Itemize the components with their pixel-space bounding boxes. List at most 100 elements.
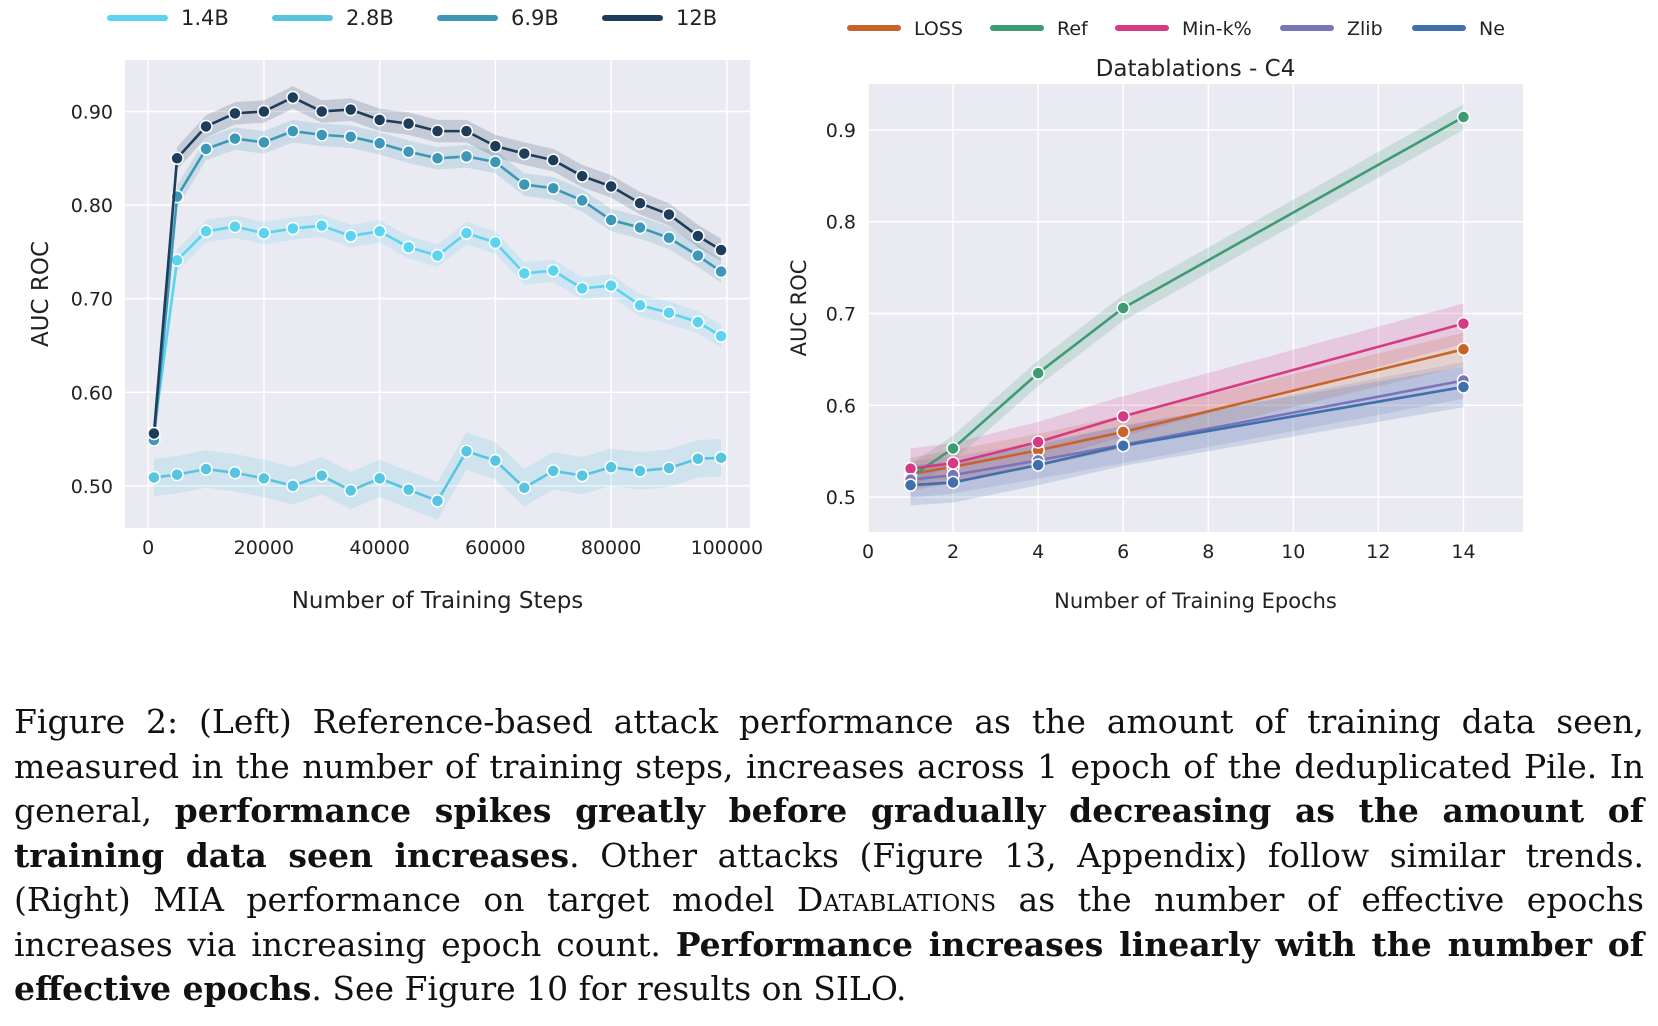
left-data-point	[546, 181, 560, 195]
left-data-point	[372, 136, 387, 151]
left-legend-label: 12B	[676, 6, 717, 30]
left-data-point	[459, 444, 474, 458]
right-chart-title: Datablations - C4	[1096, 56, 1296, 82]
caption-text-2: . Other attacks (Figure 13, Appendix) fo…	[14, 835, 1645, 920]
caption-model-name: Datablations	[796, 880, 997, 919]
left-data-point	[546, 153, 560, 167]
left-data-point	[199, 462, 213, 476]
left-data-point	[199, 142, 213, 156]
right-data-point	[903, 461, 918, 476]
right-legend-label: Min-k%	[1182, 18, 1252, 40]
left-data-point	[459, 149, 474, 164]
left-data-point	[286, 479, 300, 493]
right-y-tick-label: 0.5	[826, 487, 856, 509]
left-data-point	[459, 226, 474, 240]
left-data-point	[401, 116, 416, 131]
left-data-point	[286, 90, 300, 105]
left-data-point	[604, 460, 618, 474]
left-data-point	[714, 243, 728, 257]
left-data-point	[714, 451, 728, 465]
left-data-point	[633, 220, 647, 235]
caption-bold-2: Performance increases linearly with the …	[14, 924, 1644, 1009]
left-data-point	[315, 104, 329, 119]
right-data-point	[1456, 316, 1471, 331]
right-data-point	[946, 441, 960, 456]
right-x-tick-label: 14	[1451, 541, 1475, 563]
left-data-point	[517, 266, 532, 281]
left-data-point	[199, 119, 213, 134]
left-data-point	[315, 218, 329, 233]
left-data-point	[286, 221, 300, 236]
left-data-point	[286, 124, 300, 138]
left-data-point	[488, 453, 503, 468]
left-data-point	[147, 470, 161, 485]
right-legend-label: Ref	[1057, 18, 1089, 40]
left-data-point	[517, 481, 532, 495]
left-data-point	[662, 461, 676, 475]
figure-caption: Figure 2: (Left) Reference-based attack …	[14, 700, 1644, 1012]
left-legend-label: 2.8B	[346, 6, 394, 30]
left-data-point	[343, 130, 358, 144]
left-x-tick-label: 40000	[349, 537, 409, 559]
left-data-point	[372, 471, 387, 486]
left-data-point	[315, 468, 329, 483]
right-x-axis-label: Number of Training Epochs	[1054, 589, 1337, 613]
right-data-point	[1031, 458, 1045, 472]
right-data-point	[1456, 342, 1471, 357]
left-data-point	[257, 104, 271, 119]
left-data-point	[228, 466, 242, 480]
left-y-tick-label: 0.80	[71, 195, 113, 217]
right-data-point	[1031, 366, 1045, 380]
left-data-point	[575, 169, 589, 183]
left-data-point	[691, 248, 705, 263]
left-data-point	[459, 124, 474, 138]
right-y-tick-label: 0.7	[826, 304, 856, 326]
left-data-point	[430, 494, 445, 508]
left-data-point	[662, 231, 676, 245]
left-y-axis-label: AUC ROC	[28, 241, 54, 347]
left-data-point	[170, 151, 184, 166]
caption-bold-1: performance spikes greatly before gradua…	[14, 791, 1645, 875]
left-data-point	[343, 102, 358, 117]
left-data-point	[662, 305, 676, 320]
left-data-point	[546, 263, 560, 278]
left-data-point	[343, 229, 358, 243]
right-data-point	[1456, 380, 1471, 394]
right-data-point	[1116, 438, 1130, 453]
right-x-tick-label: 10	[1281, 541, 1305, 563]
left-x-tick-label: 0	[142, 537, 154, 559]
left-confidence-band	[153, 432, 722, 520]
right-data-point	[946, 475, 960, 490]
right-confidence-band	[910, 332, 1464, 491]
left-data-point	[517, 146, 532, 161]
left-x-tick-label: 80000	[581, 537, 641, 559]
left-data-point	[691, 315, 705, 329]
left-data-point	[228, 131, 242, 146]
left-legend-label: 6.9B	[511, 6, 559, 30]
left-data-point	[257, 226, 271, 240]
left-x-tick-label: 20000	[234, 537, 294, 559]
left-data-point	[257, 135, 271, 150]
left-data-point	[488, 139, 503, 153]
left-data-point	[488, 155, 503, 169]
left-data-point	[604, 278, 618, 293]
left-data-point	[430, 124, 445, 138]
caption-label: Figure 2:	[14, 702, 200, 741]
caption-text-1: (Left) Reference-based attack performanc…	[14, 702, 1644, 830]
right-data-point	[1116, 301, 1130, 315]
right-x-tick-label: 12	[1366, 541, 1390, 563]
right-confidence-band	[910, 303, 1464, 489]
left-legend-label: 1.4B	[181, 6, 229, 30]
left-data-point	[633, 464, 647, 478]
left-data-point	[604, 213, 618, 227]
left-data-point	[488, 235, 503, 250]
right-legend-label: Zlib	[1347, 18, 1383, 40]
right-y-tick-label: 0.9	[826, 120, 856, 142]
left-x-axis-label: Number of Training Steps	[292, 588, 584, 614]
left-data-point	[257, 471, 271, 486]
left-data-point	[633, 196, 647, 210]
right-confidence-band	[910, 362, 1464, 499]
caption-text-3: as the number of effective epochs increa…	[14, 880, 1644, 964]
left-data-point	[517, 177, 532, 192]
right-y-tick-label: 0.6	[826, 395, 856, 417]
